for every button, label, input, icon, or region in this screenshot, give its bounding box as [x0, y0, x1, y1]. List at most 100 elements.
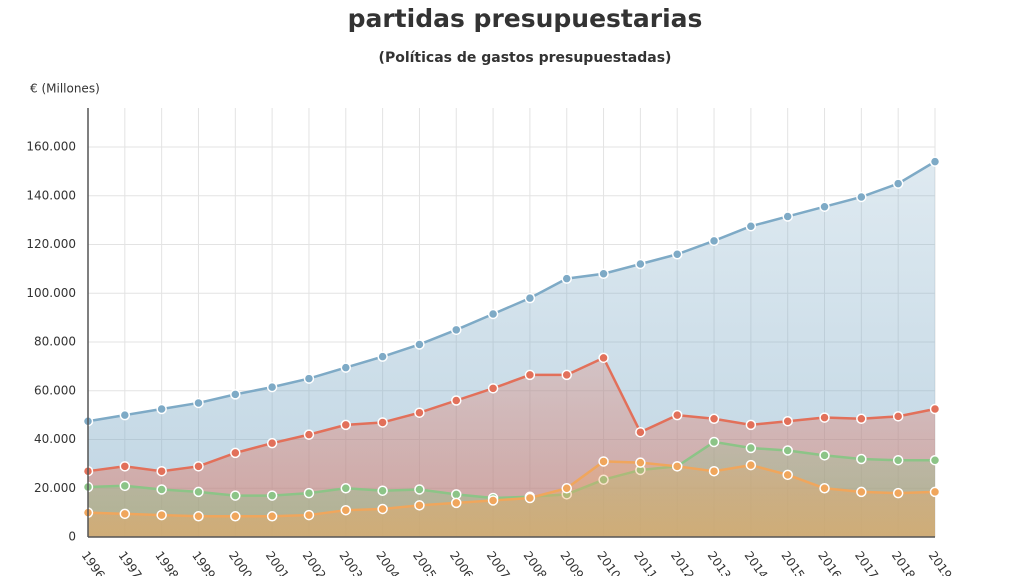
- y-tick-label: 100.000: [26, 286, 76, 300]
- marker: [340, 362, 352, 373]
- marker: [303, 373, 315, 384]
- marker: [119, 508, 131, 520]
- y-tick-label: 80.000: [34, 335, 76, 349]
- marker: [451, 489, 462, 500]
- marker: [745, 459, 757, 471]
- y-tick-label: 0: [68, 530, 76, 544]
- marker: [929, 486, 941, 498]
- marker: [929, 454, 941, 466]
- marker: [671, 461, 683, 472]
- x-tick-label: 2003: [336, 549, 365, 576]
- marker: [708, 413, 720, 425]
- x-tick-label: 2010: [594, 549, 623, 576]
- marker: [377, 485, 388, 496]
- x-tick-label: 2011: [631, 549, 660, 576]
- marker: [929, 156, 941, 167]
- x-tick-label: 2014: [742, 549, 771, 576]
- marker: [193, 486, 204, 498]
- x-tick-label: 2016: [815, 549, 844, 576]
- marker: [635, 457, 646, 468]
- line: [87, 356, 936, 473]
- marker: [451, 395, 462, 406]
- y-tick-label: 140.000: [26, 188, 76, 202]
- marker: [193, 461, 204, 472]
- marker: [635, 426, 646, 438]
- marker: [819, 201, 830, 212]
- marker: [119, 461, 131, 472]
- x-tick-label: 2002: [300, 549, 329, 576]
- marker: [708, 436, 720, 448]
- marker: [708, 235, 720, 247]
- marker: [524, 369, 536, 381]
- marker: [598, 268, 609, 279]
- x-tick-label: 2000: [226, 549, 255, 576]
- marker: [819, 412, 830, 423]
- marker: [193, 511, 204, 522]
- x-tick-label: 2001: [263, 549, 292, 576]
- marker: [745, 419, 757, 431]
- marker: [230, 389, 241, 400]
- marker: [377, 417, 388, 428]
- marker: [340, 419, 352, 431]
- marker: [708, 465, 720, 477]
- chart-title: partidas presupuestarias: [348, 4, 703, 33]
- x-tick-label: 2007: [484, 549, 513, 576]
- marker: [635, 258, 646, 270]
- marker: [524, 492, 536, 504]
- line: [87, 440, 935, 500]
- y-tick-label: 120.000: [26, 237, 76, 251]
- x-tick-label: 2015: [778, 549, 807, 576]
- marker: [377, 351, 388, 362]
- marker: [745, 442, 757, 454]
- marker: [892, 178, 904, 189]
- chart-subtitle: (Políticas de gastos presupuestadas): [379, 50, 672, 66]
- marker: [671, 409, 683, 421]
- marker: [451, 324, 462, 336]
- x-tick-label: 1999: [189, 549, 218, 576]
- x-tick-label: 2005: [410, 549, 439, 576]
- marker: [303, 429, 315, 440]
- marker: [487, 308, 499, 320]
- marker: [745, 220, 757, 232]
- marker: [782, 445, 793, 456]
- marker: [892, 411, 904, 422]
- marker: [230, 447, 241, 459]
- marker: [230, 490, 241, 501]
- x-tick-label: 2019: [926, 549, 955, 576]
- marker: [414, 500, 425, 511]
- marker: [598, 352, 609, 364]
- x-tick-label: 2013: [705, 549, 734, 576]
- y-tick-label: 20.000: [34, 481, 76, 495]
- marker: [892, 454, 904, 466]
- marker: [340, 504, 352, 516]
- marker: [414, 484, 425, 495]
- x-tick-label: 1997: [116, 549, 145, 576]
- marker: [340, 483, 352, 494]
- marker: [487, 495, 499, 506]
- marker: [266, 511, 278, 522]
- marker: [782, 469, 793, 481]
- marker: [782, 415, 793, 427]
- marker: [303, 509, 315, 521]
- marker: [377, 503, 388, 515]
- marker: [414, 407, 425, 418]
- marker: [119, 480, 131, 492]
- marker: [451, 497, 462, 509]
- x-tick-label: 2004: [373, 549, 402, 576]
- marker: [119, 409, 131, 421]
- marker: [266, 437, 278, 449]
- marker: [561, 273, 572, 284]
- marker: [856, 486, 867, 498]
- marker: [598, 456, 609, 467]
- marker: [856, 453, 867, 465]
- marker: [819, 483, 830, 494]
- marker: [561, 369, 572, 381]
- x-tick-label: 2008: [521, 549, 550, 576]
- y-tick-label: 160.000: [26, 140, 76, 154]
- marker: [414, 339, 425, 350]
- marker: [671, 249, 683, 260]
- marker: [156, 484, 167, 495]
- line: [87, 460, 936, 518]
- x-tick-label: 2009: [557, 549, 586, 576]
- x-tick-label: 2012: [668, 549, 697, 576]
